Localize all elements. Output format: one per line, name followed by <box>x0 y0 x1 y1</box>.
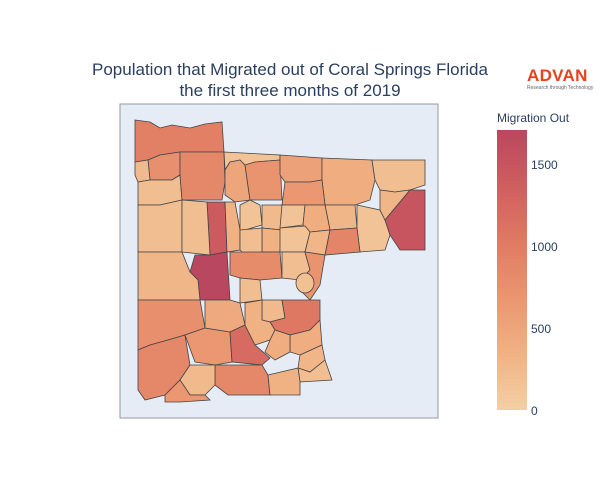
map-region-r27[interactable] <box>279 225 311 253</box>
map-region-r20[interactable] <box>279 204 306 229</box>
map-region-r12[interactable] <box>281 179 326 206</box>
map-region-circle[interactable] <box>295 272 315 294</box>
map-region-r43[interactable] <box>214 364 271 396</box>
colorbar <box>497 130 527 410</box>
map-regions <box>134 119 426 403</box>
colorbar-tick-0: 0 <box>531 404 538 418</box>
map-region-r30[interactable] <box>229 251 283 281</box>
map-region-r5[interactable] <box>179 151 226 201</box>
map-region-r32[interactable] <box>324 227 361 256</box>
map-region-r19[interactable] <box>261 204 283 231</box>
chart-title-line-2: the first three months of 2019 <box>179 81 401 100</box>
chart-title-line-1: Population that Migrated out of Coral Sp… <box>92 60 488 79</box>
map-region-r15[interactable] <box>206 201 228 256</box>
advan-logo: ADVAN Research through Technology <box>527 66 593 91</box>
colorbar-tick-1500: 1500 <box>531 158 558 172</box>
map-region-r37[interactable] <box>204 299 246 333</box>
map-region-r11[interactable] <box>371 159 426 193</box>
map-region-r25[interactable] <box>384 189 426 251</box>
colorbar-tick-500: 500 <box>531 322 552 336</box>
map-region-r13[interactable] <box>324 204 358 231</box>
logo-tagline: Research through Technology <box>527 85 594 91</box>
map-region-r10[interactable] <box>321 157 376 206</box>
map-region-r48[interactable] <box>264 329 291 361</box>
map-region-r8[interactable] <box>244 159 283 201</box>
map-region-r18[interactable] <box>239 199 263 231</box>
map-region-r16[interactable] <box>181 199 211 256</box>
colorbar-title: Migration Out <box>497 111 570 125</box>
map-region-r49[interactable] <box>164 379 211 403</box>
map-region-r3[interactable] <box>134 159 151 183</box>
map-region-r9[interactable] <box>279 154 323 183</box>
logo-brand: ADVAN <box>527 66 588 85</box>
map-region-r26[interactable] <box>239 227 263 256</box>
map-region-r24[interactable] <box>261 227 283 253</box>
map-region-r14[interactable] <box>137 199 183 253</box>
map-region-r38[interactable] <box>239 277 263 304</box>
colorbar-tick-1000: 1000 <box>531 240 558 254</box>
map-region-r51[interactable] <box>267 367 301 396</box>
